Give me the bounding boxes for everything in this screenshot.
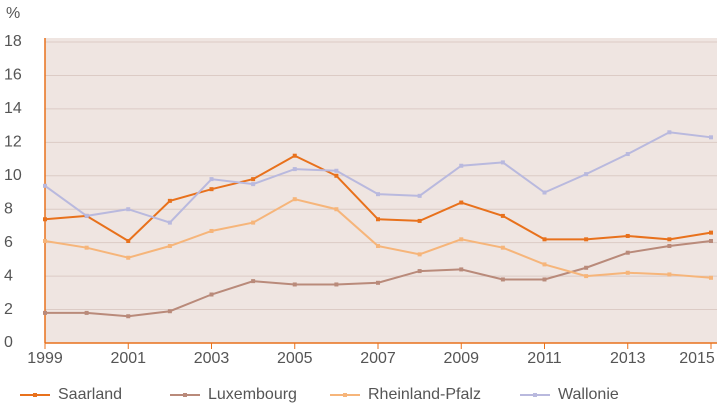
point <box>167 198 172 203</box>
point <box>667 130 672 135</box>
point <box>542 237 547 242</box>
point <box>251 182 256 187</box>
point <box>584 265 589 270</box>
point <box>584 237 589 242</box>
x-tick-label: 2015 <box>679 350 715 367</box>
y-tick-label: 14 <box>4 100 22 117</box>
point <box>500 277 505 282</box>
y-tick-label: 6 <box>4 234 13 251</box>
legend-marker <box>33 393 37 397</box>
plot-background <box>45 38 717 343</box>
y-tick-label: 0 <box>4 334 13 351</box>
point <box>667 244 672 249</box>
point <box>376 217 380 222</box>
point <box>625 250 630 255</box>
point <box>209 228 214 233</box>
point <box>709 135 713 140</box>
point <box>417 218 422 223</box>
point <box>334 207 339 212</box>
legend-label: Saarland <box>58 386 122 403</box>
x-tick-label: 2003 <box>194 350 230 367</box>
point <box>709 275 713 280</box>
y-tick-label: 8 <box>4 200 13 217</box>
y-tick-label: 16 <box>4 67 22 84</box>
point <box>84 310 89 315</box>
point <box>584 274 589 279</box>
point <box>84 245 89 250</box>
point <box>667 272 672 277</box>
point <box>500 213 505 218</box>
point <box>292 153 297 158</box>
point <box>209 292 214 297</box>
y-tick-label: 2 <box>4 301 13 318</box>
point <box>334 168 339 173</box>
x-tick-label: 2009 <box>443 350 479 367</box>
point <box>459 267 464 272</box>
y-tick-label: 12 <box>4 134 22 151</box>
legend-label: Wallonie <box>558 386 619 403</box>
point <box>584 172 589 177</box>
point <box>667 237 672 242</box>
point <box>625 270 630 275</box>
point <box>43 183 47 188</box>
point <box>292 197 297 202</box>
point <box>84 213 89 218</box>
point <box>417 269 422 274</box>
point <box>43 217 47 222</box>
legend-label: Rheinland-Pfalz <box>368 386 481 403</box>
point <box>334 173 339 178</box>
point <box>417 193 422 198</box>
point <box>251 177 256 182</box>
point <box>209 177 214 182</box>
x-tick-label: 1999 <box>27 350 63 367</box>
point <box>459 163 464 168</box>
point <box>167 220 172 225</box>
legend-marker <box>183 393 187 397</box>
legend-marker <box>533 393 537 397</box>
point <box>126 207 131 212</box>
point <box>292 282 297 287</box>
point <box>292 167 297 172</box>
point <box>709 238 713 243</box>
point <box>459 237 464 242</box>
x-tick-label: 2011 <box>527 350 562 367</box>
point <box>625 233 630 238</box>
point <box>167 309 172 314</box>
y-tick-label: 18 <box>4 33 22 50</box>
x-tick-label: 2005 <box>277 350 313 367</box>
point <box>251 220 256 225</box>
x-tick-label: 2013 <box>610 350 646 367</box>
point <box>334 282 339 287</box>
point <box>167 244 172 249</box>
point <box>251 279 256 284</box>
point <box>417 252 422 257</box>
legend-label: Luxembourg <box>208 386 297 403</box>
point <box>43 238 47 243</box>
point <box>625 152 630 157</box>
x-tick-label: 2007 <box>360 350 396 367</box>
x-tick-label: 2001 <box>110 350 146 367</box>
point <box>43 310 47 315</box>
point <box>542 262 547 267</box>
point <box>500 160 505 165</box>
y-tick-label: 10 <box>4 167 22 184</box>
point <box>126 314 131 319</box>
legend-marker <box>343 393 347 397</box>
point <box>209 187 214 192</box>
point <box>709 230 713 235</box>
y-axis-label: % <box>6 5 20 22</box>
y-tick-label: 4 <box>4 267 13 284</box>
point <box>376 280 380 285</box>
point <box>376 192 380 197</box>
point <box>126 238 131 243</box>
point <box>459 200 464 205</box>
point <box>376 244 380 249</box>
point <box>126 255 131 260</box>
point <box>542 190 547 195</box>
point <box>542 277 547 282</box>
point <box>500 245 505 250</box>
